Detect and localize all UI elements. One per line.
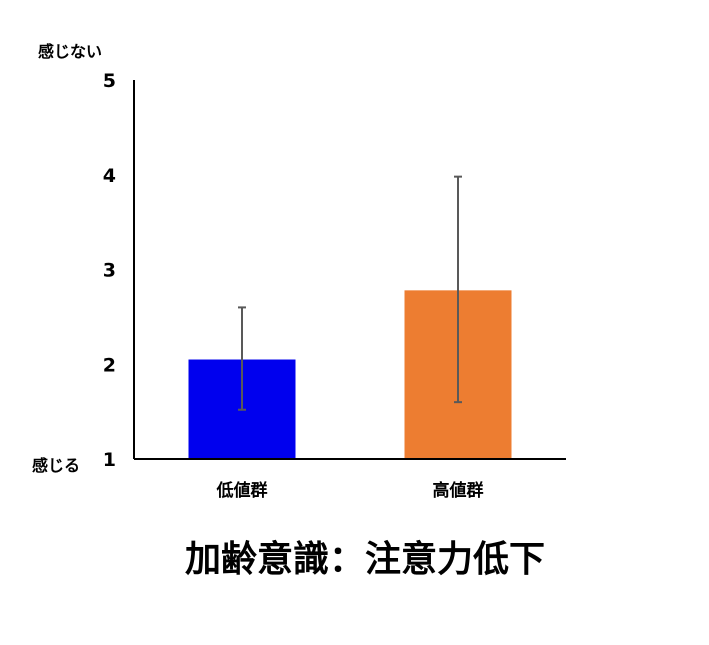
y-tick-label: 4: [103, 165, 116, 187]
y-tick-labels: 1 2 3 4 5: [103, 70, 116, 471]
chart-title: 加齢意識：注意力低下: [184, 539, 545, 580]
y-axis-top-note: 感じない: [38, 42, 102, 61]
x-tick-label: 高値群: [433, 480, 484, 501]
y-tick-label: 3: [103, 260, 116, 282]
x-tick-label: 低値群: [216, 480, 268, 501]
x-tick-labels: 低値群 高値群: [216, 480, 484, 501]
y-tick-label: 5: [103, 70, 116, 92]
bars-layer: [188, 290, 512, 459]
y-axis-bottom-note: 感じる: [32, 456, 80, 475]
error-bars-layer: [238, 175, 462, 411]
y-tick-label: 1: [103, 449, 116, 471]
y-tick-label: 2: [103, 354, 116, 376]
